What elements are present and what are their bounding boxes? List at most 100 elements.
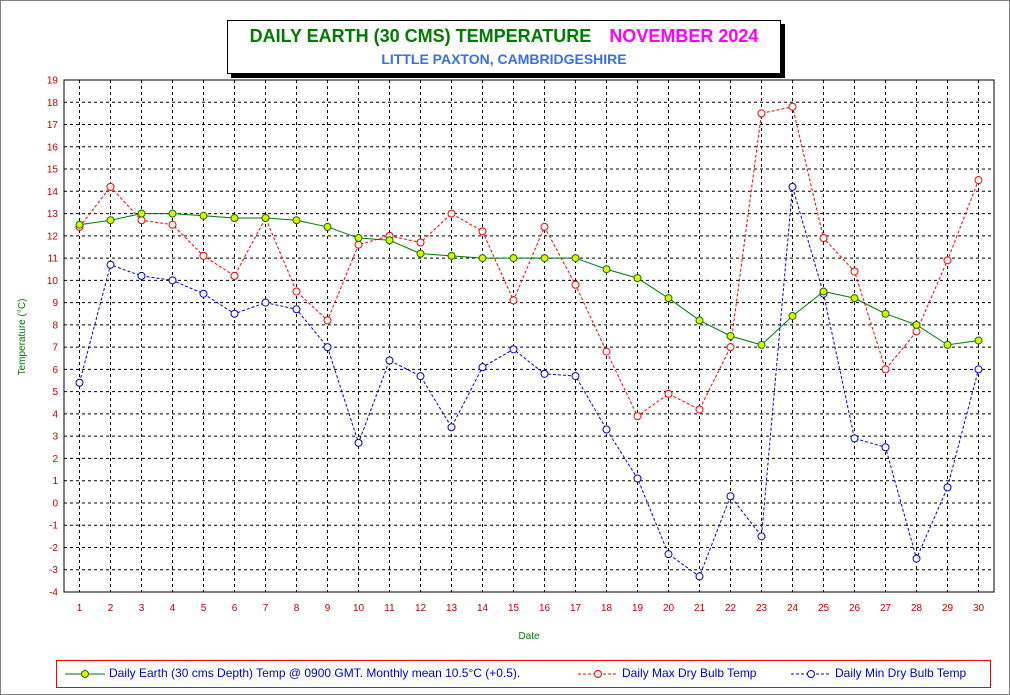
x-tick-label: 1 [77,603,83,614]
point-min [788,182,797,191]
point-earth [788,311,797,320]
x-axis-label: Date [518,631,540,642]
y-axis-label: Temperature (°C) [17,299,28,376]
point-earth [850,294,859,303]
point-min [416,372,425,381]
point-earth [261,214,270,223]
x-tick-label: 23 [756,603,768,614]
point-max [664,389,673,398]
point-max [943,256,952,265]
y-tick-label: 19 [47,76,59,87]
point-max [633,412,642,421]
point-max [323,316,332,325]
y-tick-label: 1 [52,476,58,487]
x-tick-label: 21 [694,603,706,614]
plot-border [63,79,995,593]
point-max [602,347,611,356]
point-earth [323,222,332,231]
point-min [571,372,580,381]
point-min [323,343,332,352]
x-tick-label: 30 [973,603,985,614]
point-min [137,271,146,280]
y-tick-label: 9 [52,298,58,309]
point-min [509,345,518,354]
point-min [633,474,642,483]
point-earth [974,336,983,345]
point-earth [602,265,611,274]
series-line-earth [79,213,979,346]
point-max [509,296,518,305]
point-max [726,343,735,352]
legend: Daily Earth (30 cms Depth) Temp @ 0900 G… [56,660,991,688]
y-tick-label: -3 [49,565,58,576]
point-max [230,271,239,280]
point-earth [199,211,208,220]
point-min [726,492,735,501]
point-max [137,216,146,225]
x-tick-label: 5 [201,603,207,614]
y-tick-label: -1 [49,521,58,532]
point-earth [354,234,363,243]
chart-title: DAILY EARTH (30 CMS) TEMPERATURE [249,26,592,46]
x-tick-label: 29 [942,603,954,614]
legend-min-swatch [791,669,831,678]
series-line-max [79,106,979,417]
y-tick-label: 18 [47,98,59,109]
point-earth [664,294,673,303]
point-max [695,405,704,414]
y-tick-label: 16 [47,142,59,153]
y-tick-label: -2 [49,543,58,554]
x-tick-label: 8 [294,603,300,614]
point-min [199,289,208,298]
point-min [75,378,84,387]
x-tick-label: 27 [880,603,892,614]
x-tick-label: 7 [263,603,269,614]
point-max [540,222,549,231]
point-max [819,234,828,243]
x-tick-label: 10 [353,603,365,614]
y-tick-label: 3 [52,432,58,443]
series-earth [75,209,983,349]
point-min [478,363,487,372]
point-min [757,532,766,541]
point-max [447,209,456,218]
x-tick-label: 18 [601,603,613,614]
legend-min-label: Daily Min Dry Bulb Temp [835,666,967,680]
point-min [385,356,394,365]
series-layer [75,102,983,581]
point-max [974,176,983,185]
title-box: DAILY EARTH (30 CMS) TEMPERATURE NOVEMBER… [227,20,781,74]
point-min [912,554,921,563]
point-earth [943,340,952,349]
point-earth [478,254,487,263]
point-min [664,550,673,559]
x-tick-label: 20 [663,603,675,614]
legend-item-max: Daily Max Dry Bulb Temp [578,666,756,680]
point-earth [416,249,425,258]
point-earth [509,254,518,263]
y-tick-label: -4 [49,588,58,599]
point-min [106,260,115,269]
x-tick-label: 25 [818,603,830,614]
point-earth [912,320,921,329]
point-min [354,438,363,447]
x-tick-label: 4 [170,603,176,614]
series-line-min [79,186,979,578]
legend-earth-swatch [65,669,105,678]
chart-subtitle: LITTLE PAXTON, CAMBRIDGESHIRE [381,51,627,67]
point-max [571,280,580,289]
point-min [168,276,177,285]
point-earth [726,332,735,340]
point-earth [571,254,580,263]
x-tick-label: 9 [325,603,331,614]
point-earth [137,209,146,218]
legend-earth-label: Daily Earth (30 cms Depth) Temp @ 0900 G… [109,666,521,680]
point-max [881,365,890,374]
point-earth [292,216,301,225]
x-tick-label: 13 [446,603,458,614]
x-tick-label: 28 [911,603,923,614]
point-max [912,327,921,336]
x-tick-label: 11 [384,603,395,614]
point-max [199,251,208,260]
